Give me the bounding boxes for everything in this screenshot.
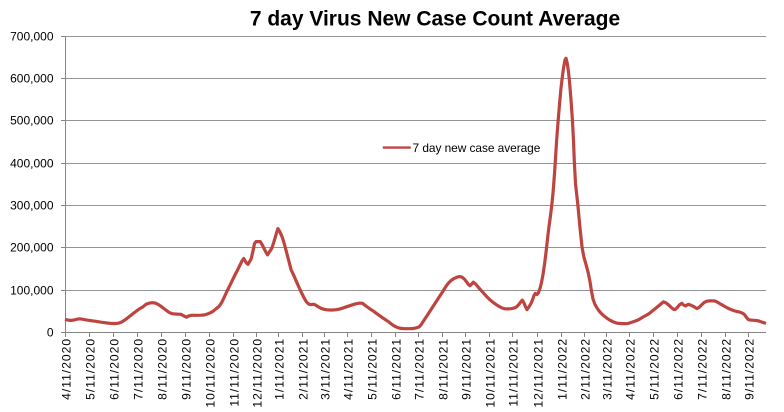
svg-text:6/11/2021: 6/11/2021 — [390, 338, 404, 400]
svg-text:4/11/2021: 4/11/2021 — [342, 338, 356, 400]
svg-text:9/11/2022: 9/11/2022 — [743, 338, 757, 400]
svg-text:5/11/2021: 5/11/2021 — [366, 338, 380, 400]
svg-text:12/11/2021: 12/11/2021 — [532, 338, 546, 408]
svg-text:600,000: 600,000 — [10, 72, 54, 86]
svg-text:6/11/2020: 6/11/2020 — [108, 338, 122, 400]
svg-text:6/11/2022: 6/11/2022 — [672, 338, 686, 400]
svg-text:8/11/2021: 8/11/2021 — [437, 338, 451, 400]
svg-text:2/11/2022: 2/11/2022 — [579, 338, 593, 400]
svg-text:9/11/2021: 9/11/2021 — [460, 338, 474, 400]
svg-text:7/11/2021: 7/11/2021 — [413, 338, 427, 400]
svg-text:1/11/2022: 1/11/2022 — [556, 338, 570, 400]
svg-text:12/11/2020: 12/11/2020 — [251, 338, 265, 408]
svg-text:8/11/2022: 8/11/2022 — [720, 338, 734, 400]
svg-text:5/11/2020: 5/11/2020 — [84, 338, 98, 400]
svg-text:400,000: 400,000 — [10, 157, 54, 171]
svg-text:1/11/2021: 1/11/2021 — [273, 338, 287, 400]
svg-text:200,000: 200,000 — [10, 241, 54, 255]
svg-text:7 day Virus New Case Count Ave: 7 day Virus New Case Count Average — [250, 8, 620, 31]
svg-text:8/11/2020: 8/11/2020 — [156, 338, 170, 400]
svg-text:5/11/2022: 5/11/2022 — [648, 338, 662, 400]
svg-text:100,000: 100,000 — [10, 284, 54, 298]
svg-text:4/11/2020: 4/11/2020 — [60, 338, 74, 400]
svg-text:9/11/2020: 9/11/2020 — [180, 338, 194, 400]
svg-text:4/11/2022: 4/11/2022 — [624, 338, 638, 400]
svg-text:0: 0 — [47, 326, 54, 340]
svg-text:11/11/2020: 11/11/2020 — [228, 338, 242, 407]
svg-text:11/11/2021: 11/11/2021 — [507, 338, 521, 407]
svg-text:10/11/2020: 10/11/2020 — [204, 338, 218, 408]
svg-text:700,000: 700,000 — [10, 30, 54, 44]
svg-text:3/11/2022: 3/11/2022 — [601, 338, 615, 400]
svg-text:7 day new case average: 7 day new case average — [413, 141, 541, 155]
svg-text:10/11/2021: 10/11/2021 — [484, 338, 498, 408]
svg-text:3/11/2021: 3/11/2021 — [319, 338, 333, 400]
svg-text:7/11/2020: 7/11/2020 — [132, 338, 146, 400]
svg-text:2/11/2021: 2/11/2021 — [297, 338, 311, 400]
svg-text:300,000: 300,000 — [10, 199, 54, 213]
svg-text:500,000: 500,000 — [10, 114, 54, 128]
svg-text:7/11/2022: 7/11/2022 — [696, 338, 710, 400]
